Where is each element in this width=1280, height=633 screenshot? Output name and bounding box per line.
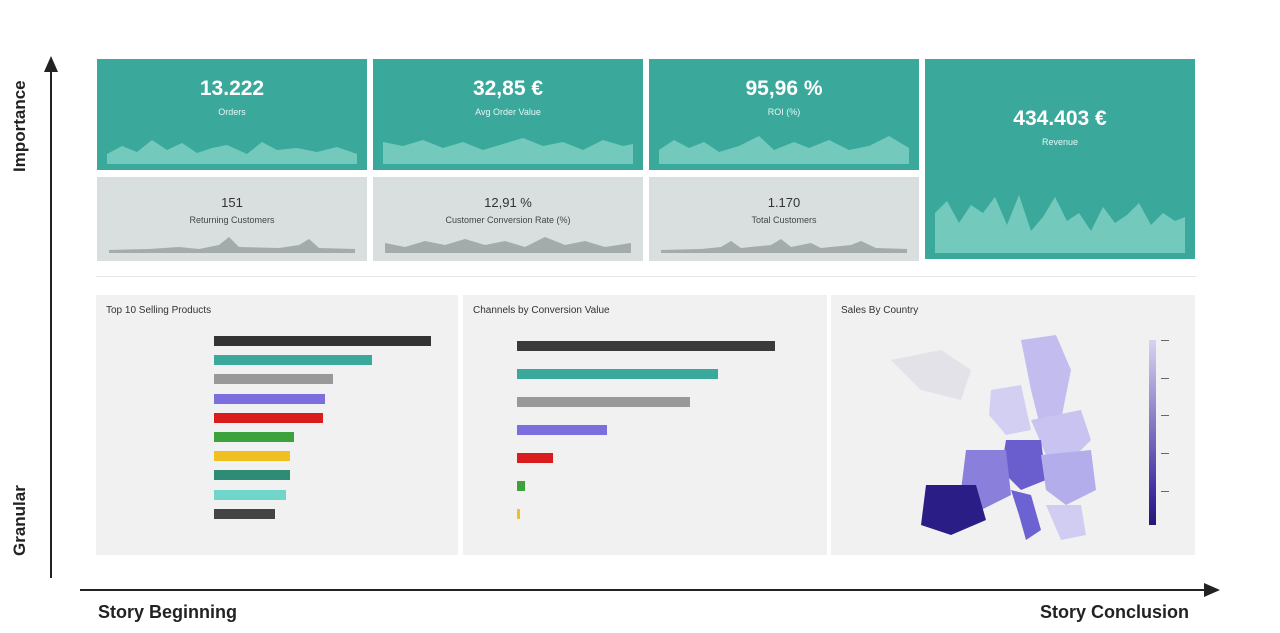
kpi-revenue[interactable]: 434.403 € Revenue bbox=[925, 59, 1195, 259]
kpi-conversion-rate[interactable]: 12,91 % Customer Conversion Rate (%) bbox=[373, 177, 643, 261]
sales-by-country-panel[interactable]: Sales By Country bbox=[831, 295, 1195, 555]
kpi-returning-customers[interactable]: 151 Returning Customers bbox=[97, 177, 367, 261]
top-products-panel[interactable]: Top 10 Selling Products bbox=[96, 295, 458, 555]
legend-tick bbox=[1161, 491, 1169, 492]
axis-label-story-conclusion: Story Conclusion bbox=[1040, 602, 1190, 622]
kpi-conversion-label: Customer Conversion Rate (%) bbox=[445, 215, 571, 225]
importance-axis-arrow bbox=[44, 56, 58, 72]
legend-tick bbox=[1161, 415, 1169, 416]
kpi-roi-label: ROI (%) bbox=[767, 107, 801, 117]
bar[interactable] bbox=[214, 508, 275, 519]
axis-label-importance: Importance bbox=[10, 80, 29, 172]
kpi-orders[interactable]: 13.222 Orders bbox=[97, 59, 367, 170]
kpi-revenue-label: Revenue bbox=[1041, 137, 1079, 147]
kpi-roi-value: 95,96 % bbox=[745, 77, 823, 100]
kpi-avg-order-value[interactable]: 32,85 € Avg Order Value bbox=[373, 59, 643, 170]
kpi-total-customers-value: 1.170 bbox=[767, 195, 801, 210]
kpi-revenue-sparkline bbox=[935, 195, 1185, 253]
kpi-orders-sparkline bbox=[107, 140, 357, 164]
sales-by-country-title: Sales By Country bbox=[841, 305, 919, 316]
kpi-aov-sparkline bbox=[383, 138, 633, 164]
kpi-roi-sparkline bbox=[659, 136, 909, 164]
kpi-returning-value: 151 bbox=[221, 195, 243, 210]
europe-map bbox=[891, 335, 1096, 540]
top-products-title: Top 10 Selling Products bbox=[106, 305, 212, 316]
channels-panel[interactable]: Channels by Conversion Value bbox=[463, 295, 827, 555]
bar[interactable] bbox=[517, 369, 719, 379]
legend-tick bbox=[1161, 340, 1169, 341]
channels-title: Channels by Conversion Value bbox=[473, 305, 610, 316]
kpi-revenue-value: 434.403 € bbox=[1013, 107, 1107, 130]
map-region-central-east bbox=[1041, 450, 1096, 505]
importance-axis bbox=[50, 60, 52, 578]
bar[interactable] bbox=[214, 412, 323, 423]
kpi-total-customers-sparkline bbox=[661, 239, 907, 253]
map-color-legend bbox=[1149, 340, 1156, 525]
kpi-conversion-sparkline bbox=[385, 237, 631, 253]
bar[interactable] bbox=[214, 336, 431, 346]
bar[interactable] bbox=[517, 453, 554, 463]
map-region-germany bbox=[1001, 440, 1046, 490]
kpi-roi[interactable]: 95,96 % ROI (%) bbox=[649, 59, 919, 170]
legend-tick bbox=[1161, 378, 1169, 379]
map-region-scandinavia bbox=[1021, 335, 1071, 430]
axis-label-story-beginning: Story Beginning bbox=[98, 602, 237, 622]
bar[interactable] bbox=[517, 481, 525, 491]
kpi-total-customers-label: Total Customers bbox=[751, 215, 817, 225]
bar[interactable] bbox=[214, 489, 286, 500]
kpi-aov-label: Avg Order Value bbox=[475, 107, 541, 117]
story-axis-arrow bbox=[1204, 583, 1220, 597]
map-region-north-atlantic bbox=[891, 350, 971, 400]
axis-label-granular: Granular bbox=[10, 485, 29, 556]
bar[interactable] bbox=[517, 341, 775, 351]
bar[interactable] bbox=[214, 470, 290, 481]
kpi-total-customers[interactable]: 1.170 Total Customers bbox=[649, 177, 919, 261]
bar[interactable] bbox=[517, 425, 608, 435]
kpi-aov-value: 32,85 € bbox=[472, 77, 544, 100]
map-region-uk bbox=[989, 385, 1031, 435]
kpi-returning-sparkline bbox=[109, 237, 355, 253]
section-divider bbox=[96, 276, 1196, 277]
map-region-italy bbox=[1011, 490, 1041, 540]
bar[interactable] bbox=[214, 355, 373, 366]
kpi-conversion-value: 12,91 % bbox=[484, 195, 532, 210]
bar[interactable] bbox=[517, 397, 690, 407]
legend-tick bbox=[1161, 453, 1169, 454]
bar[interactable] bbox=[214, 451, 290, 462]
bar[interactable] bbox=[214, 374, 334, 385]
map-region-baltic bbox=[1031, 410, 1091, 460]
map-region-iberia bbox=[921, 485, 986, 535]
kpi-orders-value: 13.222 bbox=[199, 77, 265, 100]
story-axis bbox=[80, 589, 1212, 591]
bar[interactable] bbox=[517, 509, 520, 519]
kpi-returning-label: Returning Customers bbox=[189, 215, 275, 225]
bar[interactable] bbox=[214, 432, 295, 442]
bar[interactable] bbox=[214, 393, 325, 404]
map-region-balkans bbox=[1046, 505, 1086, 540]
kpi-orders-label: Orders bbox=[218, 107, 246, 117]
